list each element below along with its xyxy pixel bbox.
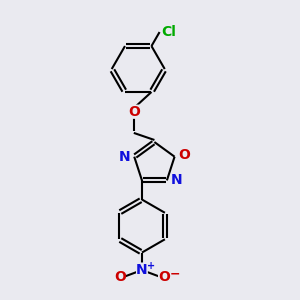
Text: N: N [118, 150, 130, 164]
Text: +: + [147, 261, 155, 271]
Text: −: − [169, 268, 180, 281]
Text: N: N [171, 173, 183, 188]
Text: Cl: Cl [161, 25, 176, 39]
Text: O: O [158, 270, 170, 284]
Text: O: O [114, 270, 126, 284]
Text: O: O [128, 105, 140, 119]
Text: N: N [136, 262, 148, 277]
Text: O: O [179, 148, 190, 162]
